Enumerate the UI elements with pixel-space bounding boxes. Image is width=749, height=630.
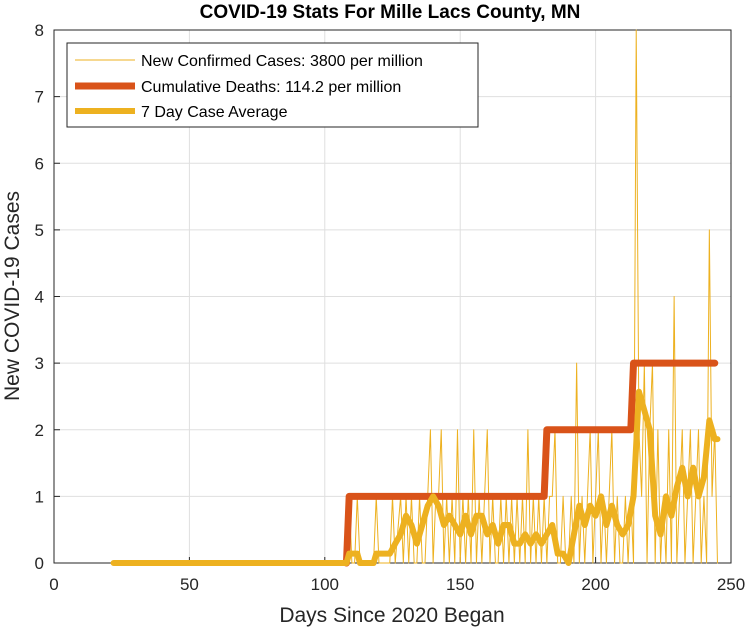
axis-ticks: 0 50 100 150 200 250 0 1 2 3 4 5 6 7 8 — [35, 21, 746, 594]
x-tick-label: 250 — [717, 575, 745, 594]
y-tick-label: 5 — [35, 221, 44, 240]
y-tick-label: 4 — [35, 288, 44, 307]
legend: New Confirmed Cases: 3800 per million Cu… — [66, 42, 479, 128]
y-tick-label: 8 — [35, 21, 44, 40]
y-tick-label: 6 — [35, 154, 44, 173]
series-cumulative-deaths — [342, 359, 719, 567]
y-tick-label: 3 — [35, 354, 44, 373]
legend-label-new-cases: New Confirmed Cases: 3800 per million — [141, 53, 423, 70]
x-tick-label: 200 — [581, 575, 609, 594]
x-tick-label: 50 — [180, 575, 199, 594]
x-tick-label: 0 — [49, 575, 58, 594]
series-7day-case-average — [110, 388, 721, 566]
x-tick-label: 100 — [311, 575, 339, 594]
y-tick-label: 1 — [35, 487, 44, 506]
series-layer — [110, 29, 721, 567]
x-tick-label: 150 — [446, 575, 474, 594]
legend-box — [66, 42, 479, 128]
legend-label-7day-average: 7 Day Case Average — [141, 104, 288, 121]
chart-title: COVID-19 Stats For Mille Lacs County, MN — [200, 2, 581, 23]
y-tick-label: 0 — [35, 554, 44, 573]
legend-label-deaths: Cumulative Deaths: 114.2 per million — [141, 79, 401, 96]
series-new-confirmed-cases — [113, 29, 718, 564]
y-axis-title: New COVID-19 Cases — [1, 191, 24, 401]
y-tick-label: 7 — [35, 88, 44, 107]
x-axis-title: Days Since 2020 Began — [279, 604, 504, 627]
y-tick-label: 2 — [35, 421, 44, 440]
